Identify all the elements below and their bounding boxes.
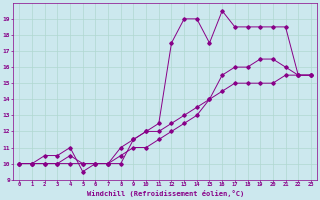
X-axis label: Windchill (Refroidissement éolien,°C): Windchill (Refroidissement éolien,°C): [86, 190, 244, 197]
